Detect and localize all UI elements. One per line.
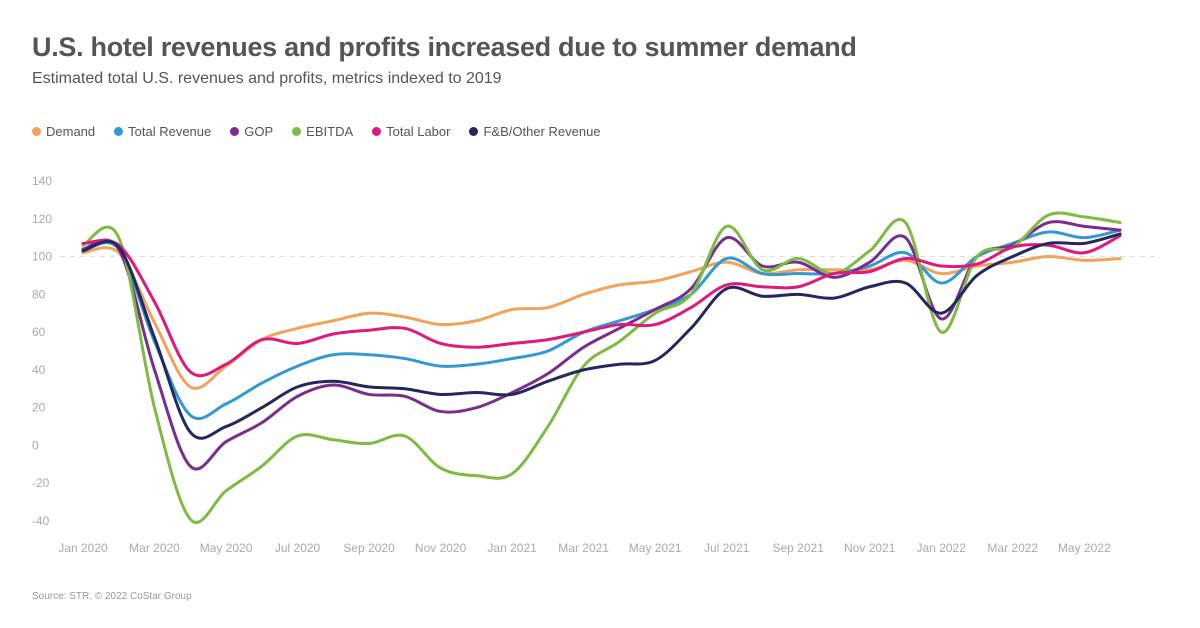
legend-label: F&B/Other Revenue bbox=[483, 124, 601, 139]
y-tick-label: 120 bbox=[32, 212, 52, 226]
legend-item: Total Revenue bbox=[114, 124, 211, 139]
y-tick-label: 20 bbox=[32, 401, 46, 415]
legend-label: Demand bbox=[46, 124, 96, 139]
x-tick-label: Nov 2020 bbox=[415, 541, 467, 555]
legend-item: EBITDA bbox=[292, 124, 353, 139]
chart-subtitle: Estimated total U.S. revenues and profit… bbox=[32, 70, 502, 87]
y-tick-label: -40 bbox=[32, 514, 50, 528]
legend-marker bbox=[114, 127, 124, 136]
x-tick-label: Jul 2020 bbox=[275, 541, 321, 555]
legend-marker bbox=[230, 127, 240, 136]
x-tick-label: Mar 2022 bbox=[987, 541, 1038, 555]
legend-item: F&B/Other Revenue bbox=[469, 124, 601, 139]
chart-title: U.S. hotel revenues and profits increase… bbox=[32, 32, 857, 62]
y-tick-label: 60 bbox=[32, 325, 46, 339]
legend-label: EBITDA bbox=[306, 124, 354, 139]
source-note: Source: STR. © 2022 CoStar Group bbox=[32, 591, 192, 602]
y-tick-label: 40 bbox=[32, 363, 46, 377]
series-line-total-revenue bbox=[81, 228, 1122, 421]
x-tick-label: May 2022 bbox=[1058, 541, 1111, 555]
x-tick-label: Sep 2020 bbox=[343, 541, 395, 555]
x-tick-label: Nov 2021 bbox=[844, 541, 896, 555]
legend-marker bbox=[469, 127, 479, 136]
legend-item: Total Labor bbox=[372, 124, 450, 139]
x-tick-label: Jan 2020 bbox=[58, 541, 108, 555]
y-tick-label: 100 bbox=[32, 250, 52, 264]
series-line-ebitda bbox=[81, 211, 1122, 524]
legend-item: GOP bbox=[230, 124, 273, 139]
series-line-f-b-other-revenue bbox=[81, 232, 1122, 440]
x-tick-label: May 2020 bbox=[200, 541, 253, 555]
legend-marker bbox=[32, 127, 41, 136]
x-tick-label: Jan 2022 bbox=[917, 541, 967, 555]
x-tick-label: Jul 2021 bbox=[704, 541, 750, 555]
legend-label: GOP bbox=[244, 124, 274, 139]
y-tick-label: 0 bbox=[32, 438, 39, 452]
series-line-gop bbox=[81, 220, 1122, 471]
y-tick-label: -20 bbox=[32, 476, 50, 490]
y-tick-label: 80 bbox=[32, 287, 46, 301]
legend-marker bbox=[372, 127, 382, 136]
legend-label: Total Labor bbox=[386, 124, 451, 139]
legend-item: Demand bbox=[32, 124, 95, 139]
x-tick-label: Mar 2021 bbox=[558, 541, 609, 555]
x-tick-label: Sep 2021 bbox=[773, 541, 825, 555]
legend: Demand Total Revenue GOP EBITDA Total Labor F… bbox=[32, 124, 601, 139]
x-tick-label: Mar 2020 bbox=[129, 541, 180, 555]
x-tick-label: Jan 2021 bbox=[487, 541, 537, 555]
series-line-total-labor bbox=[81, 234, 1122, 378]
legend-marker bbox=[292, 127, 302, 136]
y-tick-label: 140 bbox=[32, 174, 52, 188]
x-tick-label: May 2021 bbox=[629, 541, 682, 555]
legend-label: Total Revenue bbox=[128, 124, 212, 139]
